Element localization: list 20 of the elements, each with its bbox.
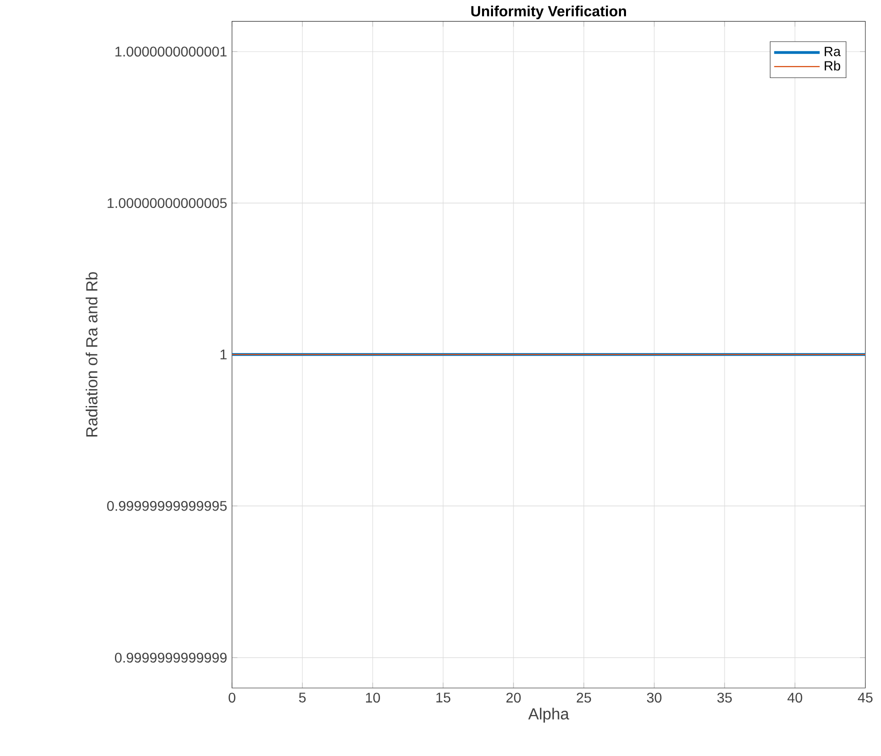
x-tick-label: 20	[506, 692, 521, 703]
y-tick-label: 1.00000000000005	[108, 198, 227, 208]
x-tick-label: 40	[787, 692, 802, 703]
legend-label: Rb	[824, 60, 840, 71]
y-tick-label: 0.99999999999995	[107, 500, 227, 511]
chart-title: Uniformity Verification	[471, 6, 626, 20]
x-tick-label: 0	[228, 692, 236, 703]
x-tick-label: 35	[717, 692, 732, 703]
legend-label: Ra	[824, 46, 841, 56]
y-tick-label: 1.0000000000001	[115, 46, 227, 57]
x-tick-label: 45	[858, 692, 873, 702]
x-tick-label: 10	[366, 692, 380, 703]
x-tick-label: 30	[646, 692, 662, 703]
y-tick-label: 0.9999999999999	[114, 652, 227, 663]
x-tick-label: 15	[436, 692, 450, 702]
y-axis-title: Radiation of Ra and Rb	[86, 272, 98, 436]
x-axis-title: Alpha	[528, 708, 570, 723]
x-tick-label: 5	[299, 692, 306, 702]
x-tick-label: 25	[576, 692, 592, 703]
y-tick-label: 1	[220, 350, 227, 360]
